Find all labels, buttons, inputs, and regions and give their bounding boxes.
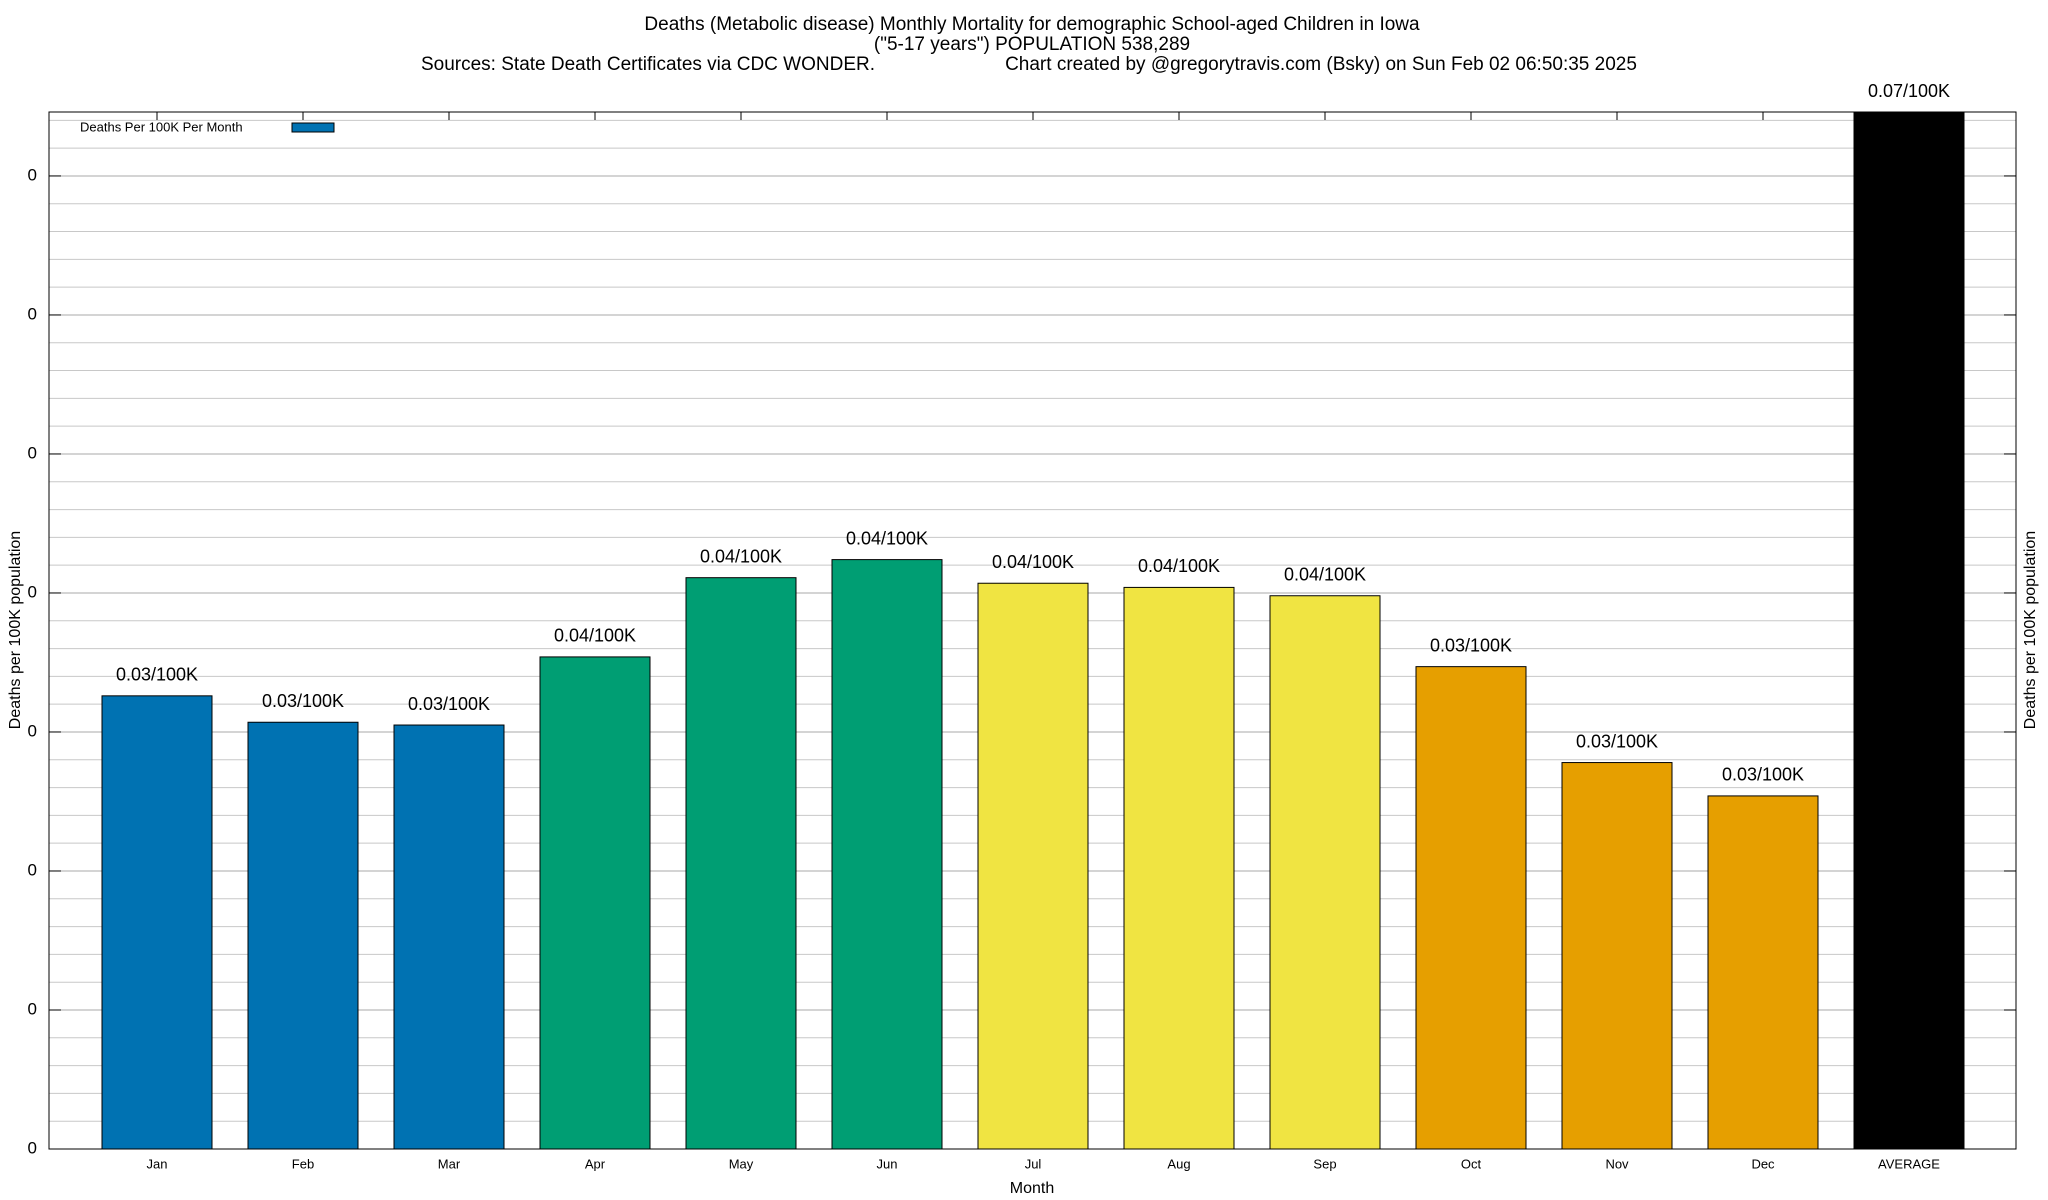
y-tick-label: 0 <box>28 304 37 323</box>
x-tick-label: May <box>729 1156 754 1171</box>
bar <box>1269 595 1381 1150</box>
value-label: 0.07/100K <box>1868 81 1950 101</box>
x-tick-label: Feb <box>292 1156 314 1171</box>
value-label: 0.04/100K <box>846 528 928 548</box>
bar <box>539 656 651 1150</box>
x-tick-label: Aug <box>1167 1156 1190 1171</box>
value-label: 0.04/100K <box>1284 564 1366 584</box>
value-label: 0.03/100K <box>1430 635 1512 655</box>
x-tick-label: Oct <box>1461 1156 1482 1171</box>
y-tick-label: 0 <box>28 860 37 879</box>
bar <box>101 695 213 1150</box>
y-tick-label: 0 <box>28 165 37 184</box>
bar <box>1415 666 1527 1150</box>
sources: Sources: State Death Certificates via CD… <box>421 54 875 75</box>
x-tick-label: Jun <box>877 1156 898 1171</box>
value-label: 0.03/100K <box>1576 731 1658 751</box>
y-tick-label: 0 <box>28 1138 37 1157</box>
bar <box>1561 762 1673 1150</box>
value-label: 0.04/100K <box>992 552 1074 572</box>
x-tick-label: Mar <box>438 1156 461 1171</box>
value-label: 0.04/100K <box>554 626 636 646</box>
chart-title: Deaths (Metabolic disease) Monthly Morta… <box>644 14 1420 35</box>
x-tick-label: AVERAGE <box>1878 1156 1940 1171</box>
chart-subtitle: ("5-17 years") POPULATION 538,289 <box>874 34 1190 55</box>
bar <box>685 577 797 1150</box>
x-tick-label: Dec <box>1751 1156 1775 1171</box>
y-tick-label: 0 <box>28 721 37 740</box>
x-axis-label: Month <box>1010 1180 1054 1197</box>
bar <box>1853 111 1965 1150</box>
x-tick-label: Apr <box>585 1156 606 1171</box>
x-tick-label: Jul <box>1025 1156 1042 1171</box>
value-label: 0.03/100K <box>1722 765 1804 785</box>
bar <box>247 721 359 1150</box>
bar <box>977 582 1089 1150</box>
y-axis-label: Deaths per 100K population <box>7 531 24 729</box>
x-tick-label: Jan <box>147 1156 168 1171</box>
value-label: 0.03/100K <box>116 665 198 685</box>
y-tick-label: 0 <box>28 443 37 462</box>
x-tick-label: Sep <box>1313 1156 1336 1171</box>
credit: Chart created by @gregorytravis.com (Bsk… <box>1005 54 1637 75</box>
value-label: 0.04/100K <box>700 546 782 566</box>
y-tick-label: 0 <box>28 999 37 1018</box>
value-label: 0.03/100K <box>262 691 344 711</box>
bar <box>1707 795 1819 1150</box>
value-label: 0.04/100K <box>1138 556 1220 576</box>
bar <box>831 559 943 1150</box>
legend-swatch <box>291 122 335 133</box>
y-tick-label: 0 <box>28 582 37 601</box>
x-tick-label: Nov <box>1605 1156 1629 1171</box>
bar <box>393 724 505 1150</box>
y2-axis-label: Deaths per 100K population <box>2022 531 2039 729</box>
bar <box>1123 586 1235 1150</box>
legend-label: Deaths Per 100K Per Month <box>80 119 243 134</box>
value-label: 0.03/100K <box>408 694 490 714</box>
